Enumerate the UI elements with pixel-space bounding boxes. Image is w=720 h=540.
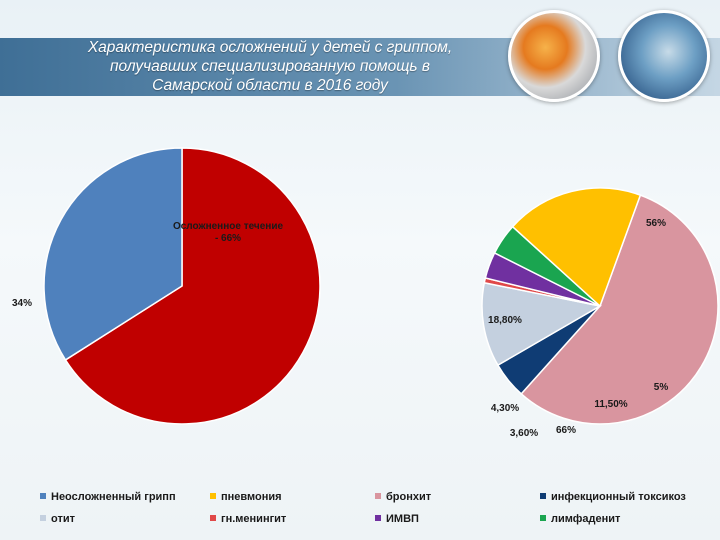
legend-item: бронхит [375,491,431,503]
legend-label: пневмония [221,491,282,503]
slide-title: Характеристика осложнений у детей с грип… [30,38,510,95]
legend-label: лимфаденит [551,513,621,525]
legend-item: пневмония [210,491,282,503]
title-band [0,38,720,96]
pie-chart-complication-types: 56% 5% 11,50% 66% 3,60% 4,30% 18,80% [481,187,719,439]
pie-slice [520,194,719,425]
legend-label: бронхит [386,491,432,503]
legend-item: ИМВП [375,513,419,525]
legend-item: Неосложненный грипп [40,491,176,503]
pills-photo [508,10,600,102]
legend-swatch [40,493,46,500]
data-label: 56% [646,218,666,229]
title-line: получавших специализированную помощь в [110,58,430,75]
legend-label: Неосложненный грипп [51,491,176,503]
data-label: 3,60% [510,428,538,439]
pie-slice [64,147,321,425]
title-line: Самарской области в 2016 году [152,77,388,94]
data-label: 34% [12,298,32,309]
data-label: 11,50% [594,399,627,410]
legend-item: гн.менингит [210,513,286,525]
legend-swatch [375,493,381,500]
data-label: 5% [654,382,669,393]
legend-swatch [40,515,46,522]
legend-item: отит [40,513,75,525]
legend-swatch [540,515,546,522]
data-label: 18,80% [488,315,522,326]
legend-label: инфекционный токсикоз [551,491,686,503]
legend-label: отит [51,513,75,525]
pie-slice [511,187,642,308]
legend-item: лимфаденит [540,513,620,525]
data-label: Осложненное течение - 66% [173,221,284,244]
data-label: 4,30% [491,403,519,414]
legend-label: ИМВП [386,513,419,525]
legend-swatch [540,493,546,500]
title-line: Характеристика осложнений у детей с грип… [87,39,453,56]
data-label: 66% [556,425,576,436]
legend-item: инфекционный токсикоз [540,491,686,503]
legend-swatch [375,515,381,522]
legend-swatch [210,515,216,522]
pie-slice [43,147,183,361]
doctor-photo [618,10,710,102]
legend-label: гн.менингит [221,513,287,525]
legend-swatch [210,493,216,500]
pie-chart-complications: Осложненное течение - 66% 34% [12,147,321,425]
pie-slice [481,281,603,367]
